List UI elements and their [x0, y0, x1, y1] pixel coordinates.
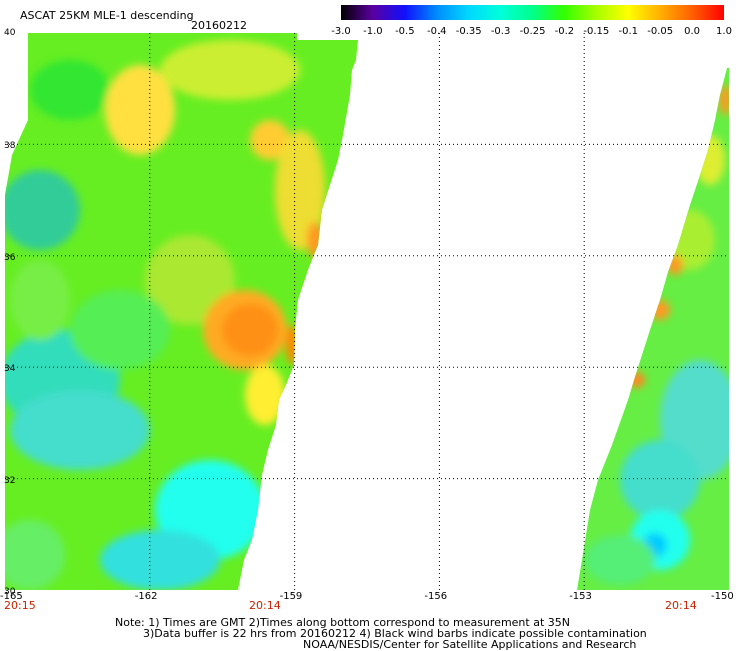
lon-label: -162: [134, 591, 158, 602]
wind-field-region: [10, 260, 70, 340]
wind-field-region: [629, 372, 645, 388]
lon-label: -165: [0, 591, 23, 602]
colorbar-tick-label: 1.0: [716, 26, 732, 37]
colorbar-tick-label: -0.2: [554, 26, 575, 37]
lon-label: -159: [279, 591, 303, 602]
note-line-1: Note: 1) Times are GMT 2)Times along bot…: [115, 616, 570, 629]
wind-field-region: [286, 325, 298, 365]
colorbar-tick-label: 0.0: [684, 26, 701, 37]
wind-field-region: [145, 235, 235, 325]
wind-field-region: [585, 535, 655, 585]
lon-label: -150: [711, 591, 734, 602]
colorbar-tick-label: -3.0: [331, 26, 351, 37]
lon-label: -156: [424, 591, 448, 602]
colorbar-tick-label: -0.15: [583, 26, 610, 37]
lat-label: 30: [4, 587, 16, 597]
wind-field-region: [10, 390, 150, 470]
map-date: 20160212: [191, 19, 247, 32]
lat-label: 40: [4, 28, 16, 38]
lat-label: 36: [4, 252, 16, 263]
wind-field-region: [222, 304, 278, 356]
colorbar-tick-label: -1.0: [363, 26, 383, 37]
wind-field-region: [307, 222, 323, 258]
note-line-2: 3)Data buffer is 22 hrs from 20160212 4)…: [143, 627, 647, 640]
wind-field-region: [245, 365, 285, 425]
wind-field-region: [250, 120, 290, 160]
wind-field-region: [719, 85, 729, 115]
lat-lon-grid: [5, 33, 729, 590]
wind-field-region: [100, 530, 220, 590]
colorbar-tick-label: -0.25: [519, 26, 546, 37]
colorbar-tick-label: -0.1: [618, 26, 639, 37]
wind-field-region: [160, 40, 300, 100]
wind-field-region: [105, 65, 175, 155]
map-title: ASCAT 25KM MLE-1 descending: [20, 9, 194, 22]
lat-label: 38: [4, 141, 16, 152]
lat-label: 34: [4, 364, 16, 375]
time-middle: 20:14: [249, 599, 281, 612]
wind-field-region: [5, 520, 65, 590]
lat-label: 32: [4, 475, 16, 486]
colorbar-tick-label: -0.4: [426, 26, 447, 37]
wind-field-region: [650, 300, 670, 320]
colorbar-tick-label: -0.35: [455, 26, 482, 37]
note-line-3: NOAA/NESDIS/Center for Satellite Applica…: [303, 638, 637, 651]
wind-field-region: [695, 135, 725, 185]
colorbar-tick-label: -0.05: [647, 26, 674, 37]
time-left: 20:15: [4, 599, 36, 612]
wind-field-region: [30, 60, 110, 120]
wind-field-region: [275, 130, 325, 250]
colorbar-tick-label: -0.3: [490, 26, 511, 37]
colorbar-tick-label: -0.5: [395, 26, 415, 37]
colorbar: [341, 5, 724, 20]
wind-field-region: [5, 170, 80, 250]
lon-label: -153: [569, 591, 592, 602]
wind-field-region: [667, 255, 683, 275]
wind-field-region: [620, 440, 700, 520]
time-right: 20:14: [665, 599, 697, 612]
wind-field-region: [70, 290, 170, 370]
